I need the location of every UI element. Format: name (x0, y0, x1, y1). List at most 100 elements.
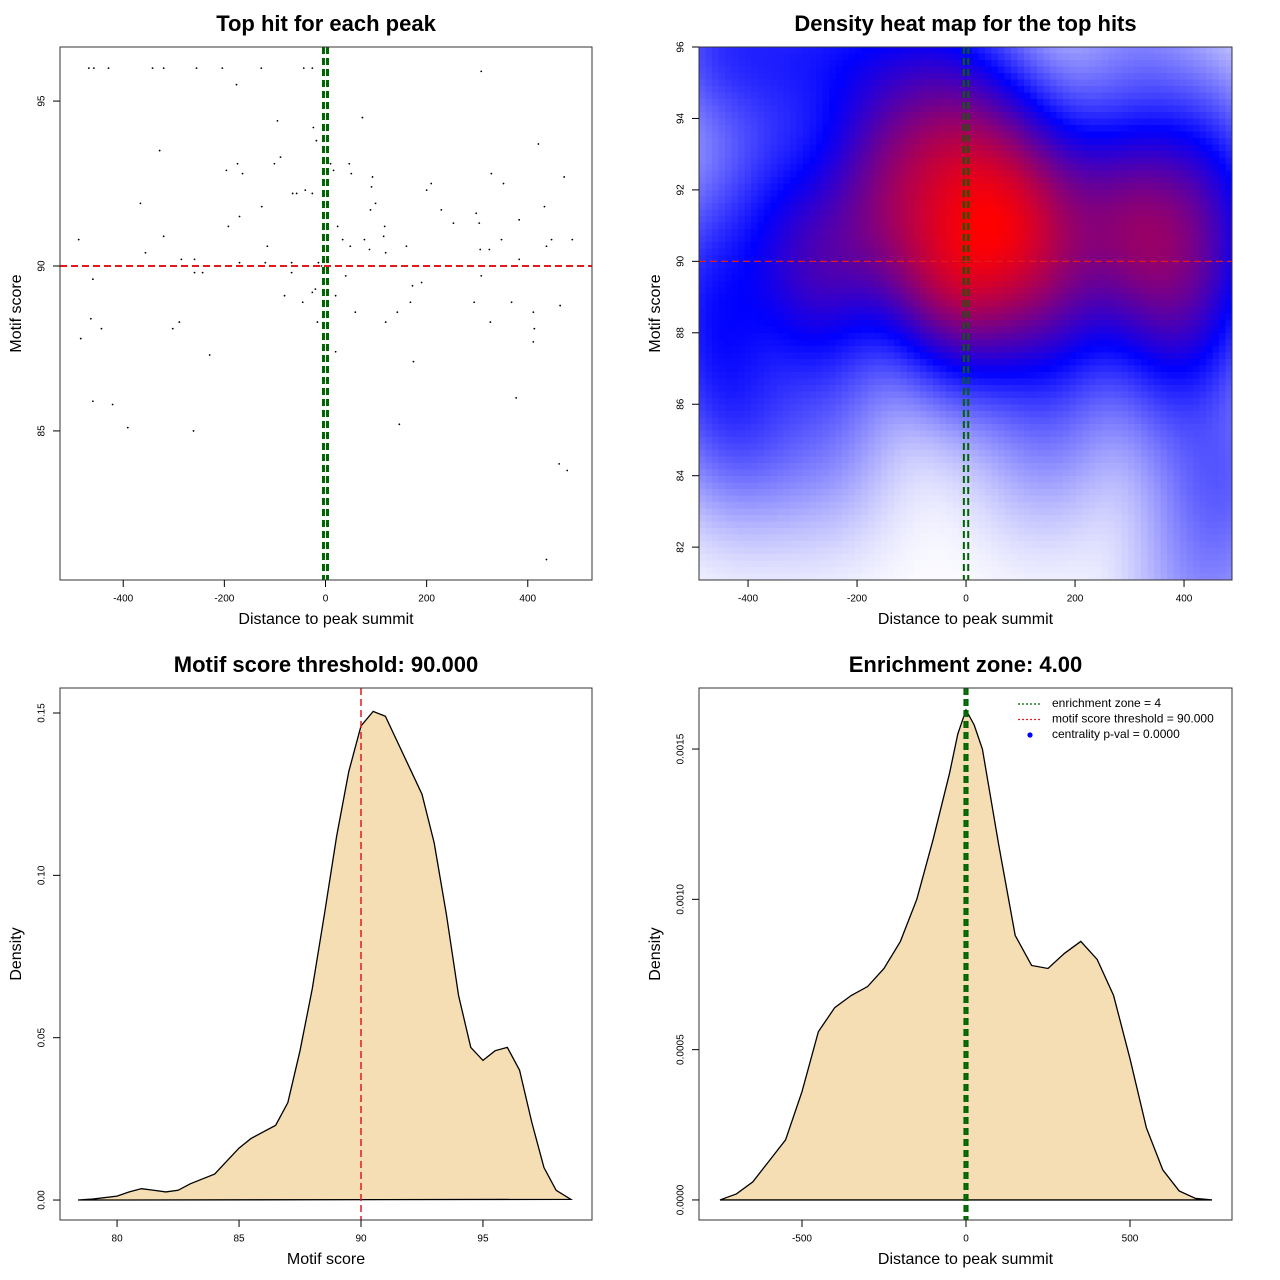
heat-cell (842, 235, 850, 243)
y-tick-label: 95 (37, 95, 48, 107)
heat-cell (1076, 131, 1084, 139)
heat-cell (1024, 489, 1032, 497)
heat-cell (1050, 417, 1058, 425)
heat-cell (1024, 138, 1032, 146)
heat-cell (900, 560, 908, 568)
heat-cell (1063, 489, 1071, 497)
heat-cell (978, 508, 986, 516)
heat-cell (1076, 411, 1084, 419)
heat-cell (946, 66, 954, 74)
heat-cell (835, 456, 843, 464)
heat-cell (1017, 190, 1025, 198)
heat-cell (926, 385, 934, 393)
heat-cell (1076, 424, 1084, 432)
heat-cell (1056, 92, 1064, 100)
heat-cell (1050, 476, 1058, 484)
heat-cell (705, 502, 713, 510)
heat-cell (738, 164, 746, 172)
heat-cell (913, 359, 921, 367)
heat-cell (991, 281, 999, 289)
heat-cell (887, 372, 895, 380)
heat-cell (952, 430, 960, 438)
heat-cell (777, 398, 785, 406)
heat-cell (725, 313, 733, 321)
heat-cell (1017, 443, 1025, 451)
heat-cell (933, 138, 941, 146)
heat-cell (1069, 300, 1077, 308)
heat-cell (712, 560, 720, 568)
heat-cell (991, 489, 999, 497)
heat-cell (705, 203, 713, 211)
heat-cell (946, 476, 954, 484)
heat-cell (816, 573, 824, 580)
heat-cell (1076, 339, 1084, 347)
heat-cell (757, 268, 765, 276)
heat-cell (803, 398, 811, 406)
heat-cell (991, 157, 999, 165)
heat-cell (790, 443, 798, 451)
heat-cell (803, 307, 811, 315)
heat-cell (803, 573, 811, 580)
heat-cell (881, 320, 889, 328)
heat-cell (985, 190, 993, 198)
heat-cell (790, 365, 798, 373)
heat-cell (790, 385, 798, 393)
heat-cell (1056, 105, 1064, 113)
heat-cell (744, 229, 752, 237)
heat-cell (913, 469, 921, 477)
heat-cell (803, 443, 811, 451)
heat-cell (1017, 424, 1025, 432)
heat-cell (1030, 560, 1038, 568)
heat-cell (757, 443, 765, 451)
heat-cell (751, 222, 759, 230)
heat-cell (939, 417, 947, 425)
heat-cell (946, 521, 954, 529)
heat-cell (705, 307, 713, 315)
heat-cell (1004, 131, 1012, 139)
heat-cell (731, 502, 739, 510)
heat-cell (816, 60, 824, 68)
heat-cell (712, 177, 720, 185)
heat-cell (1004, 281, 1012, 289)
heat-cell (1030, 404, 1038, 412)
heat-cell (952, 216, 960, 224)
heat-cell (894, 47, 902, 55)
point (208, 354, 211, 356)
heat-cell (998, 320, 1006, 328)
heat-cell (939, 131, 947, 139)
heat-cell (842, 281, 850, 289)
heat-cell (939, 216, 947, 224)
heat-cell (712, 521, 720, 529)
heat-cell (1050, 99, 1058, 107)
heat-cell (959, 261, 967, 269)
heat-cell (991, 99, 999, 107)
heat-cell (855, 385, 863, 393)
heat-cell (900, 339, 908, 347)
heat-cell (718, 307, 726, 315)
heat-cell (738, 365, 746, 373)
heat-cell (725, 287, 733, 295)
heat-cell (764, 560, 772, 568)
heat-cell (939, 385, 947, 393)
heat-cell (822, 482, 830, 490)
heat-cell (920, 567, 928, 575)
heat-cell (796, 430, 804, 438)
point (489, 321, 492, 323)
heat-cell (913, 372, 921, 380)
heat-cell (959, 456, 967, 464)
heat-cell (1011, 502, 1019, 510)
heat-cell (920, 495, 928, 503)
heat-cell (985, 495, 993, 503)
heat-cell (770, 573, 778, 580)
heat-cell (731, 105, 739, 113)
heat-cell (1056, 391, 1064, 399)
heat-cell (790, 521, 798, 529)
heat-cell (887, 534, 895, 542)
heat-cell (1063, 125, 1071, 133)
heat-cell (783, 144, 791, 152)
heat-cell (712, 190, 720, 198)
heat-cell (718, 502, 726, 510)
heat-cell (770, 352, 778, 360)
heat-cell (757, 60, 765, 68)
heat-cell (790, 554, 798, 562)
